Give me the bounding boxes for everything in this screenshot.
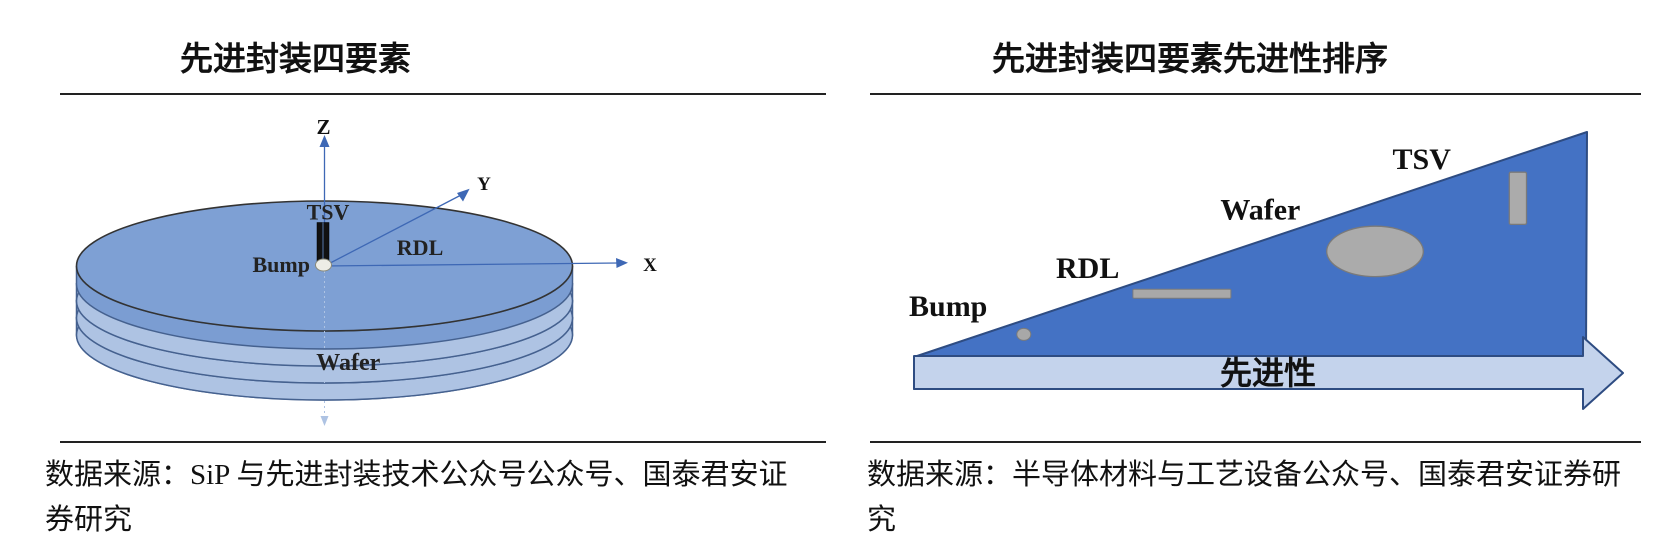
svg-text:RDL: RDL (1056, 252, 1119, 285)
svg-text:Wafer: Wafer (1220, 194, 1300, 227)
svg-text:先进性: 先进性 (1220, 355, 1316, 391)
svg-text:Bump: Bump (909, 290, 987, 323)
svg-text:TSV: TSV (307, 200, 350, 225)
svg-text:Y: Y (477, 174, 491, 195)
svg-text:Z: Z (316, 115, 330, 139)
svg-text:TSV: TSV (1393, 143, 1452, 176)
svg-text:Wafer: Wafer (316, 350, 380, 376)
svg-text:Bump: Bump (253, 252, 310, 277)
svg-text:RDL: RDL (397, 235, 443, 260)
svg-text:X: X (643, 255, 657, 276)
